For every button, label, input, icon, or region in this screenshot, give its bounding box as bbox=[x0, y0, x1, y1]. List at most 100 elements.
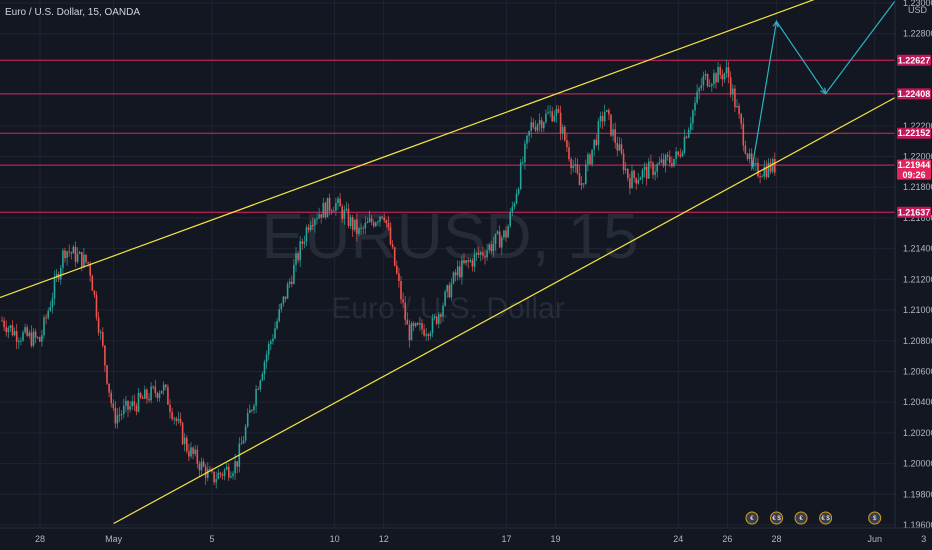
event-icon[interactable] bbox=[745, 511, 759, 525]
price-label: 1.21637 bbox=[898, 207, 931, 217]
candle-body bbox=[675, 151, 677, 159]
candle-body bbox=[156, 393, 159, 398]
event-label: € $ bbox=[821, 516, 830, 522]
candle-body bbox=[320, 214, 322, 218]
event-icon[interactable] bbox=[868, 511, 882, 525]
candle-body bbox=[639, 178, 642, 181]
candle-body bbox=[112, 403, 115, 408]
candle-body bbox=[402, 299, 404, 303]
candle-body bbox=[372, 222, 375, 227]
candle-body bbox=[133, 401, 136, 406]
candle-body bbox=[746, 153, 749, 159]
event-icon[interactable] bbox=[770, 511, 783, 525]
candle-body bbox=[440, 314, 442, 317]
candle-body bbox=[291, 281, 293, 284]
candle-body bbox=[438, 314, 440, 324]
candle-body bbox=[480, 252, 482, 255]
candle-body bbox=[706, 74, 709, 87]
event-icon[interactable] bbox=[819, 511, 833, 525]
candle-body bbox=[715, 73, 717, 83]
projection-arrow[interactable] bbox=[751, 0, 899, 169]
time-tick-label: 3 bbox=[921, 534, 926, 544]
candle-body bbox=[578, 173, 581, 186]
candle-body bbox=[253, 405, 255, 411]
candle-body bbox=[400, 280, 402, 300]
candle-body bbox=[22, 332, 24, 341]
time-tick-label: 19 bbox=[551, 534, 561, 544]
candle-body bbox=[120, 414, 123, 416]
price-label-box bbox=[897, 127, 931, 139]
candle-body bbox=[51, 298, 54, 307]
time-tick-label: 5 bbox=[209, 534, 214, 544]
event-icon[interactable] bbox=[794, 511, 808, 525]
economic-events[interactable]: € € $ € € $ $ bbox=[745, 511, 882, 525]
projection-path[interactable] bbox=[751, 0, 899, 169]
candle-body bbox=[135, 405, 138, 412]
candle-body bbox=[532, 122, 535, 128]
price-label: 1.22408 bbox=[898, 89, 931, 99]
candle-body bbox=[515, 193, 518, 204]
candle-body bbox=[725, 67, 728, 74]
candle-body bbox=[769, 162, 772, 172]
candle-body bbox=[629, 178, 631, 189]
candle-body bbox=[257, 389, 259, 391]
channel-lines[interactable] bbox=[0, 0, 932, 524]
candle-body bbox=[484, 255, 486, 258]
candle-body bbox=[356, 219, 358, 234]
event-label: € $ bbox=[772, 516, 781, 522]
price-tick-label: 1.19800 bbox=[903, 489, 932, 499]
candle-body bbox=[272, 338, 274, 342]
candle-body bbox=[211, 469, 213, 472]
candle-body bbox=[645, 166, 648, 179]
candle-body bbox=[685, 136, 688, 138]
projection-arrowhead bbox=[772, 20, 779, 28]
horizontal-levels[interactable] bbox=[0, 59, 895, 213]
time-axis[interactable]: 28 May 5 10 12 17 19 24 26 28 Jun 3 bbox=[0, 527, 932, 550]
candle-body bbox=[34, 331, 37, 338]
candle-body bbox=[702, 75, 705, 86]
candle-body bbox=[200, 461, 203, 471]
candle-body bbox=[288, 281, 291, 284]
candle-body bbox=[425, 334, 427, 336]
candle-body bbox=[251, 409, 253, 411]
channel-upper-line[interactable] bbox=[0, 0, 826, 301]
candles bbox=[1, 59, 776, 489]
price-tick-label: 1.21400 bbox=[903, 244, 932, 254]
candle-body bbox=[125, 400, 127, 406]
price-axis[interactable]: USD 1.230001.228001.222001.220001.218001… bbox=[894, 0, 932, 550]
candle-body bbox=[278, 309, 280, 322]
candle-body bbox=[727, 67, 730, 78]
candle-body bbox=[39, 337, 41, 342]
candle-body bbox=[383, 217, 385, 221]
candle-body bbox=[209, 469, 211, 471]
candle-body bbox=[421, 323, 423, 330]
candle-body bbox=[753, 163, 755, 167]
candle-body bbox=[81, 252, 83, 268]
candle-body bbox=[593, 139, 595, 150]
channel-lower-line[interactable] bbox=[113, 55, 932, 524]
candle-body bbox=[213, 471, 215, 483]
candle-body bbox=[606, 110, 608, 112]
candle-body bbox=[654, 171, 656, 175]
price-label: 1.22627 bbox=[898, 55, 931, 65]
candle-body bbox=[461, 260, 463, 278]
candle-body bbox=[549, 111, 551, 113]
candle-body bbox=[522, 162, 524, 164]
candle-body bbox=[408, 324, 411, 341]
candle-body bbox=[614, 129, 616, 143]
candle-body bbox=[286, 283, 289, 299]
candle-body bbox=[307, 227, 310, 231]
candle-body bbox=[454, 272, 457, 276]
candle-body bbox=[127, 400, 129, 410]
candle-body bbox=[477, 253, 480, 255]
candle-body bbox=[72, 246, 75, 254]
candle-body bbox=[404, 302, 406, 320]
time-tick-label: 24 bbox=[673, 534, 683, 544]
candle-body bbox=[559, 112, 562, 134]
candle-body bbox=[43, 317, 45, 336]
candle-body bbox=[503, 230, 505, 238]
candle-body bbox=[5, 327, 7, 333]
candle-body bbox=[95, 294, 98, 318]
symbol-header[interactable]: Euro / U.S. Dollar, 15, OANDA bbox=[5, 7, 140, 18]
